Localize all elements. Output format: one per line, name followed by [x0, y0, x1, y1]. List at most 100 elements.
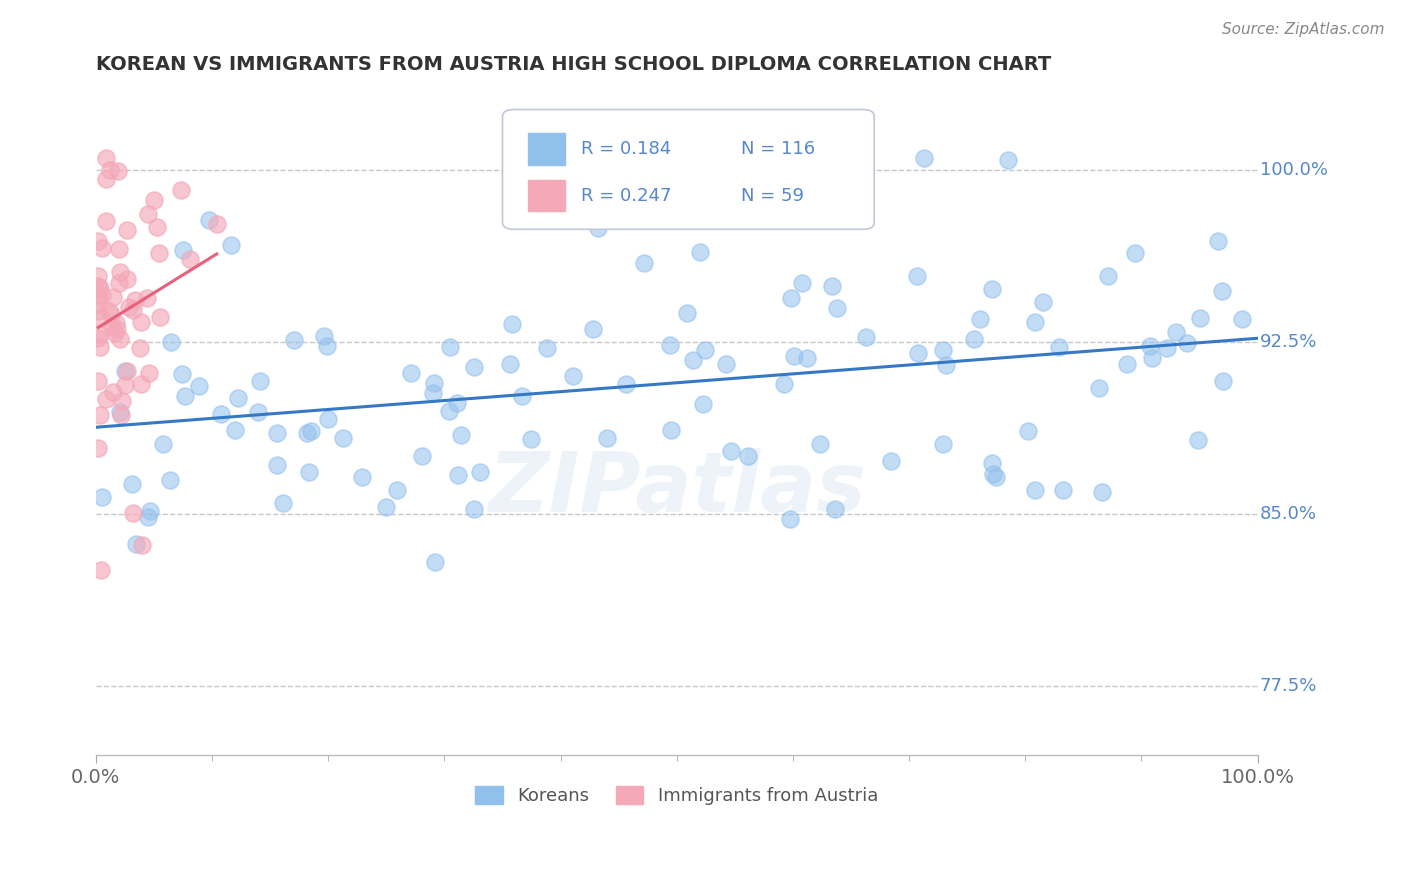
Point — [295, 425, 318, 440]
Point — [1175, 336, 1198, 351]
Point — [87, 279, 110, 293]
Point — [271, 495, 294, 509]
Point — [614, 376, 637, 391]
Point — [463, 359, 485, 374]
Point — [101, 290, 124, 304]
Point — [932, 437, 955, 451]
Point — [821, 279, 844, 293]
Point — [169, 183, 191, 197]
Point — [914, 152, 936, 166]
Point — [121, 303, 143, 318]
Point — [90, 563, 112, 577]
Point — [1097, 268, 1119, 283]
Point — [385, 483, 408, 498]
Bar — [529, 133, 565, 165]
Point — [470, 465, 492, 479]
Point — [447, 468, 470, 483]
Point — [737, 450, 759, 464]
Point — [111, 394, 134, 409]
Point — [422, 385, 444, 400]
Point — [907, 345, 929, 359]
Point — [283, 333, 305, 347]
Point — [174, 389, 197, 403]
Point — [1164, 326, 1187, 340]
Point — [224, 423, 246, 437]
Text: ZIPatlas: ZIPatlas — [488, 449, 866, 529]
Point — [121, 477, 143, 491]
Point — [104, 316, 127, 330]
Point — [96, 152, 118, 166]
Point — [1024, 315, 1046, 329]
Point — [374, 500, 396, 514]
Point — [108, 405, 131, 419]
Text: R = 0.247: R = 0.247 — [582, 186, 672, 204]
Point — [114, 364, 136, 378]
Point — [716, 357, 738, 371]
Text: Source: ZipAtlas.com: Source: ZipAtlas.com — [1222, 22, 1385, 37]
Point — [986, 470, 1008, 484]
Point — [1187, 433, 1209, 447]
Point — [198, 213, 221, 227]
Point — [981, 467, 1004, 481]
Point — [561, 369, 583, 384]
Point — [115, 222, 138, 236]
Point — [499, 358, 522, 372]
Point — [1017, 424, 1039, 438]
Point — [510, 389, 533, 403]
Point — [148, 245, 170, 260]
Point — [89, 340, 111, 354]
Point — [1156, 341, 1178, 355]
Point — [110, 265, 132, 279]
Point — [980, 282, 1002, 296]
Point — [246, 405, 269, 419]
Point — [121, 506, 143, 520]
Legend: Koreans, Immigrants from Austria: Koreans, Immigrants from Austria — [468, 779, 886, 813]
Point — [107, 164, 129, 178]
Point — [138, 510, 160, 524]
Point — [411, 450, 433, 464]
Point — [1115, 357, 1137, 371]
Text: 92.5%: 92.5% — [1260, 333, 1317, 351]
Point — [350, 469, 373, 483]
Point — [689, 245, 711, 260]
Point — [87, 331, 110, 345]
Point — [91, 241, 114, 255]
Point — [118, 300, 141, 314]
Point — [1189, 310, 1212, 325]
Text: 85.0%: 85.0% — [1260, 505, 1317, 523]
Point — [1087, 381, 1109, 395]
Point — [160, 335, 183, 350]
Point — [124, 293, 146, 308]
Text: 77.5%: 77.5% — [1260, 677, 1317, 695]
Point — [136, 207, 159, 221]
Point — [439, 404, 461, 418]
Point — [298, 465, 321, 479]
Point — [439, 340, 461, 354]
Point — [581, 322, 603, 336]
Point — [110, 409, 132, 423]
Point — [316, 412, 339, 426]
Point — [115, 271, 138, 285]
Point — [146, 219, 169, 234]
Point — [87, 374, 110, 388]
Point — [128, 341, 150, 355]
Bar — [529, 179, 565, 211]
Point — [536, 341, 558, 355]
Point — [299, 424, 322, 438]
Point — [783, 349, 806, 363]
Point — [87, 303, 110, 318]
Point — [179, 252, 201, 266]
Point — [139, 504, 162, 518]
Point — [89, 281, 111, 295]
Point — [94, 392, 117, 406]
Point — [89, 326, 111, 341]
Point — [962, 333, 984, 347]
Point — [520, 432, 543, 446]
Point — [808, 437, 831, 451]
Point — [90, 310, 112, 325]
Point — [115, 364, 138, 378]
Point — [87, 287, 110, 301]
Point — [87, 297, 110, 311]
Point — [148, 310, 170, 325]
Point — [108, 332, 131, 346]
